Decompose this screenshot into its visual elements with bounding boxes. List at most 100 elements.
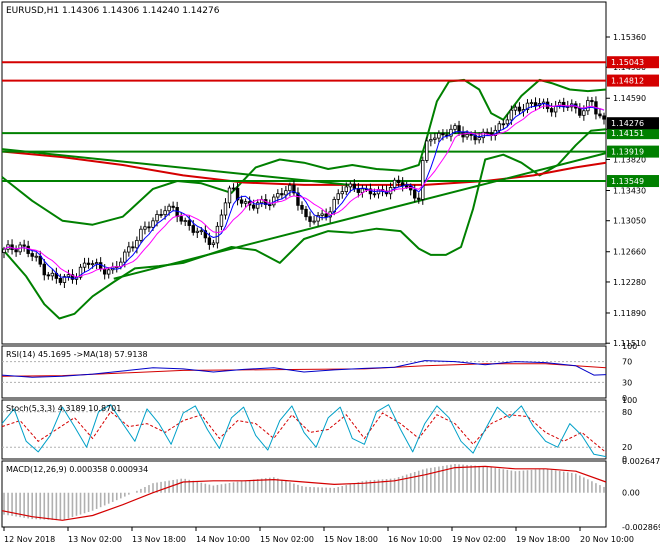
candle-body [517, 106, 522, 112]
candle-body [195, 230, 199, 233]
candle-body [586, 100, 590, 112]
candle-body [191, 225, 195, 233]
candle-body [590, 100, 594, 103]
candle-body [549, 108, 554, 113]
candle-body [30, 253, 34, 257]
candle-body [98, 262, 103, 270]
candle-body [529, 102, 534, 105]
candle-body [602, 115, 606, 120]
panel-frame-stoch [1, 399, 607, 460]
x-tick-label: 13 Nov 02:00 [68, 535, 122, 544]
x-tick-label: 19 Nov 02:00 [452, 535, 506, 544]
candle-body [497, 123, 501, 131]
candle-body [280, 193, 284, 196]
candle-body [308, 216, 312, 222]
candle-body [107, 269, 111, 275]
x-tick-label: 20 Nov 10:00 [580, 535, 634, 544]
chart-header: EURUSD,H1 1.14306 1.14306 1.14240 1.1427… [6, 6, 220, 16]
y-tick-label: 1.12280 [613, 278, 646, 287]
stoch-tick-label: 0 [622, 455, 627, 464]
candle-body [187, 220, 191, 226]
y-tick-label: 1.13050 [613, 217, 646, 226]
candle-body [131, 246, 135, 249]
candle-body [469, 134, 473, 136]
stoch-tick-label: 20 [622, 443, 632, 452]
y-tick-label: 1.11890 [613, 309, 646, 318]
candle-body [171, 205, 175, 208]
candle-body [441, 132, 445, 136]
rsi-tick-label: 30 [622, 378, 632, 387]
candle-body [562, 101, 566, 107]
candle-body [215, 225, 220, 244]
stoch-main-line [1, 404, 607, 458]
candle-body [336, 193, 340, 200]
x-tick-label: 12 Nov 2018 [4, 535, 55, 544]
candle-body [86, 262, 91, 265]
candle-body [227, 187, 232, 204]
candle-body [223, 202, 228, 216]
candle-body [344, 186, 348, 193]
candle-body [268, 204, 272, 207]
candle-body [62, 276, 67, 283]
bollinger-upper-band [1, 78, 607, 226]
x-tick-label: 13 Nov 18:00 [132, 535, 186, 544]
bollinger-lower-band [1, 128, 607, 320]
trendline[interactable] [1, 148, 350, 186]
candle-body [231, 187, 236, 190]
candle-body [396, 179, 401, 184]
macd-tick-label: 0.00 [622, 489, 640, 498]
rsi-tick-label: 100 [622, 342, 637, 351]
candle-body [453, 125, 457, 130]
candle-body [485, 131, 489, 134]
candle-body [50, 272, 55, 277]
trendline[interactable] [113, 152, 607, 280]
candle-body [578, 107, 582, 116]
panel-frame-main [1, 1, 607, 345]
candle-body [505, 119, 510, 125]
stoch-signal-line [1, 411, 607, 453]
candle-body [465, 134, 469, 138]
y-tick-label: 1.13430 [613, 186, 646, 195]
candle-body [292, 184, 296, 194]
candle-body [139, 228, 143, 241]
candle-body [147, 226, 151, 229]
candle-body [324, 213, 328, 218]
panel-frame-rsi [1, 345, 607, 399]
macd-label: MACD(12,26,9) 0.000358 0.000934 [6, 465, 148, 474]
stoch-tick-label: 80 [622, 408, 632, 417]
macd-tick-label: 0.002647 [622, 457, 660, 466]
current-price-label: 1.14276 [611, 119, 644, 128]
y-tick-label: 1.15360 [613, 33, 646, 42]
candle-body [296, 192, 300, 206]
candle-body [207, 237, 212, 245]
candle-body [352, 183, 357, 189]
candle-body [14, 249, 18, 253]
candle-body [167, 205, 171, 212]
x-tick-label: 14 Nov 10:00 [196, 535, 250, 544]
candle-body [78, 266, 83, 278]
candle-body [199, 230, 204, 233]
candle-body [151, 220, 155, 228]
y-tick-label: 1.11510 [613, 339, 646, 348]
candle-body [348, 183, 353, 188]
level-label-box [607, 145, 659, 158]
level-label: 1.13549 [611, 177, 644, 186]
candle-body [58, 278, 63, 283]
candle-body [320, 213, 324, 216]
candle-body [477, 137, 481, 141]
stoch-label: Stoch(5,3,3) 4.3189 10.8701 [6, 404, 121, 413]
candle-body [38, 255, 42, 265]
candle-body [392, 179, 397, 188]
candle-body [340, 191, 344, 195]
rsi-line [1, 360, 607, 378]
candle-body [533, 102, 538, 107]
candle-body [2, 248, 6, 253]
level-label-box [607, 56, 659, 69]
candle-body [425, 140, 429, 161]
candle-body [42, 263, 46, 276]
candle-body [413, 189, 417, 199]
candle-body [372, 193, 377, 196]
level-label-box [607, 175, 659, 188]
